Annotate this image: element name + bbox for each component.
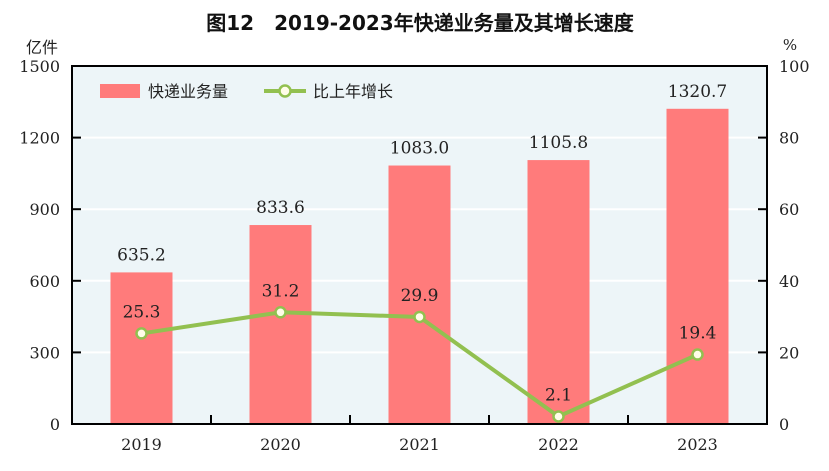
chart-title: 图12 2019-2023年快递业务量及其增长速度 [206, 11, 634, 35]
bar-value-label: 1105.8 [529, 133, 588, 153]
bar [527, 160, 590, 424]
left-tick-label: 900 [29, 200, 60, 219]
left-tick-label: 600 [29, 272, 60, 291]
right-axis-label: % [783, 36, 797, 54]
x-tick-label: 2022 [538, 435, 579, 454]
bar [388, 165, 451, 425]
x-tick-label: 2023 [677, 435, 718, 454]
bar [110, 272, 173, 424]
growth-value-label: 2.1 [545, 385, 572, 405]
right-tick-label: 60 [779, 200, 799, 219]
x-tick-label: 2020 [260, 435, 301, 454]
bar [666, 108, 729, 424]
left-axis-label: 亿件 [26, 38, 58, 57]
right-tick-label: 80 [779, 129, 799, 148]
legend-bar-label: 快递业务量 [148, 82, 228, 101]
right-tick-label: 40 [779, 272, 799, 291]
growth-value-label: 19.4 [679, 324, 717, 344]
bar [249, 225, 312, 424]
bar-value-label: 1320.7 [668, 82, 727, 102]
bar-value-label: 833.6 [256, 198, 305, 218]
bar-value-label: 635.2 [117, 245, 166, 265]
growth-value-label: 31.2 [262, 281, 300, 301]
right-tick-label: 100 [779, 57, 810, 76]
plot-border [71, 65, 768, 425]
right-tick-label: 20 [779, 343, 799, 362]
legend-bar-swatch [100, 84, 140, 98]
growth-marker [691, 348, 704, 361]
legend-line-marker [278, 84, 292, 98]
left-tick-label: 300 [29, 343, 60, 362]
bar-value-label: 1083.0 [390, 139, 449, 159]
growth-marker [413, 310, 426, 324]
x-tick-label: 2021 [399, 435, 440, 454]
left-tick-label: 1500 [19, 57, 60, 76]
growth-value-label: 29.9 [401, 286, 439, 306]
left-tick-label: 0 [50, 415, 60, 434]
right-tick-label: 0 [779, 415, 789, 434]
growth-marker [274, 306, 287, 319]
growth-marker [552, 410, 565, 423]
left-tick-label: 1200 [19, 129, 60, 148]
x-tick-label: 2019 [121, 435, 162, 454]
growth-value-label: 25.3 [123, 302, 161, 322]
growth-marker [135, 327, 148, 340]
legend-line-label: 比上年增长 [313, 82, 393, 101]
legend: 快递业务量 比上年增长 [100, 82, 393, 101]
